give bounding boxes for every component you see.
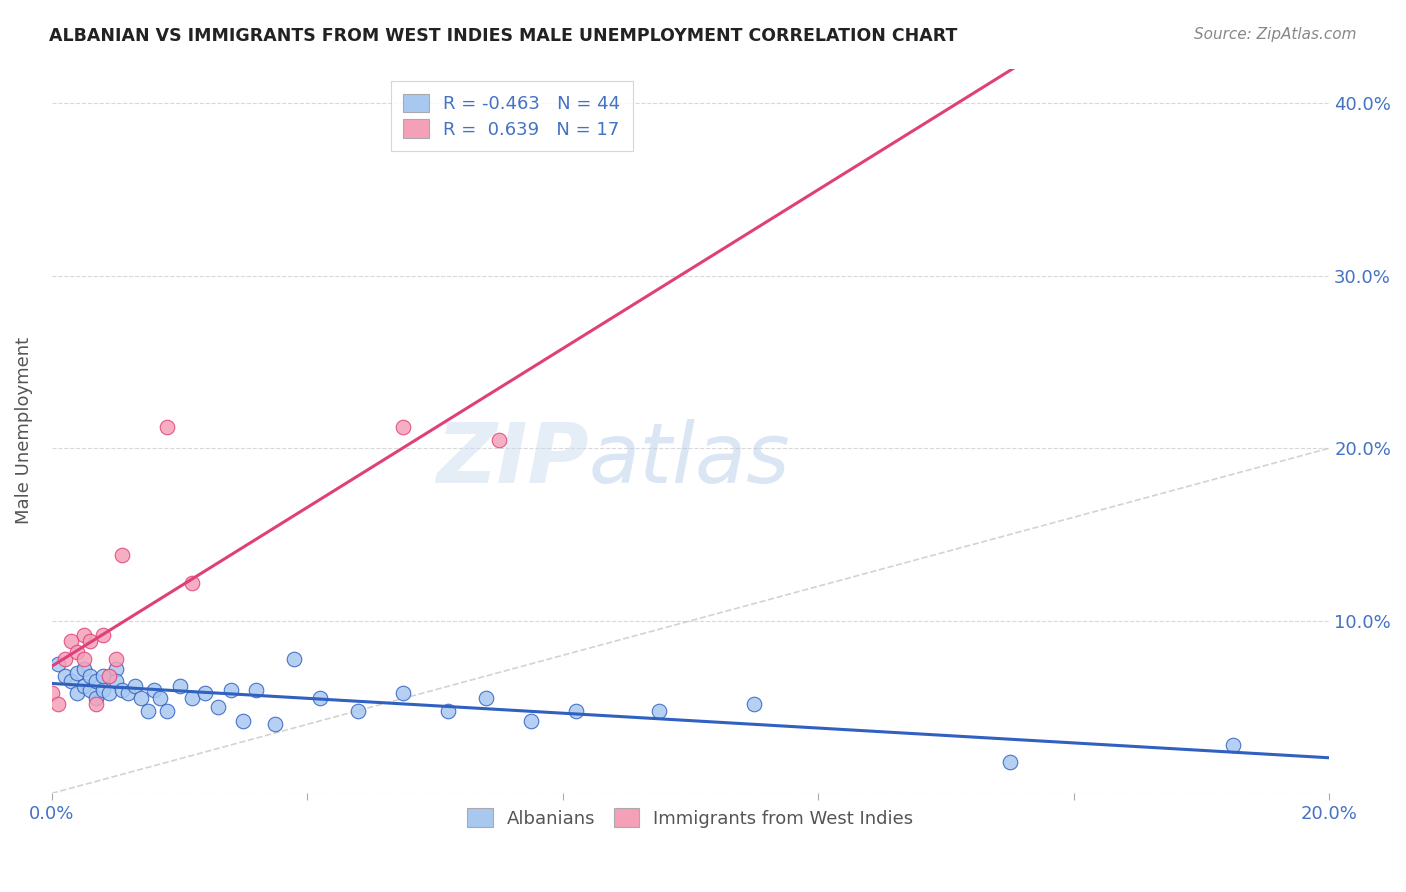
Point bbox=[91, 682, 114, 697]
Point bbox=[79, 682, 101, 697]
Point bbox=[232, 714, 254, 728]
Point bbox=[181, 691, 204, 706]
Point bbox=[194, 686, 217, 700]
Point bbox=[347, 704, 370, 718]
Point bbox=[59, 634, 82, 648]
Point bbox=[436, 704, 458, 718]
Point bbox=[46, 697, 69, 711]
Point bbox=[73, 651, 96, 665]
Legend: Albanians, Immigrants from West Indies: Albanians, Immigrants from West Indies bbox=[460, 801, 921, 835]
Point bbox=[520, 714, 543, 728]
Point bbox=[104, 662, 127, 676]
Point bbox=[86, 674, 108, 689]
Point bbox=[73, 662, 96, 676]
Point bbox=[73, 679, 96, 693]
Point bbox=[169, 679, 191, 693]
Point bbox=[98, 686, 121, 700]
Point bbox=[66, 686, 89, 700]
Point bbox=[53, 669, 76, 683]
Point bbox=[149, 691, 172, 706]
Point bbox=[86, 691, 108, 706]
Point bbox=[998, 756, 1021, 770]
Y-axis label: Male Unemployment: Male Unemployment bbox=[15, 337, 32, 524]
Point bbox=[245, 682, 267, 697]
Point bbox=[142, 682, 165, 697]
Text: ZIP: ZIP bbox=[436, 419, 588, 500]
Text: Source: ZipAtlas.com: Source: ZipAtlas.com bbox=[1194, 27, 1357, 42]
Point bbox=[392, 686, 415, 700]
Point bbox=[53, 651, 76, 665]
Point bbox=[79, 634, 101, 648]
Point bbox=[59, 674, 82, 689]
Point bbox=[111, 682, 134, 697]
Point bbox=[46, 657, 69, 671]
Point bbox=[488, 433, 510, 447]
Point bbox=[129, 691, 152, 706]
Point bbox=[283, 651, 305, 665]
Point bbox=[475, 691, 498, 706]
Point bbox=[392, 420, 415, 434]
Point bbox=[98, 669, 121, 683]
Point bbox=[1222, 738, 1244, 752]
Point bbox=[124, 679, 146, 693]
Point bbox=[117, 686, 139, 700]
Point bbox=[744, 697, 766, 711]
Point bbox=[219, 682, 242, 697]
Point bbox=[264, 717, 287, 731]
Point bbox=[104, 651, 127, 665]
Point bbox=[156, 704, 179, 718]
Point bbox=[66, 645, 89, 659]
Text: ALBANIAN VS IMMIGRANTS FROM WEST INDIES MALE UNEMPLOYMENT CORRELATION CHART: ALBANIAN VS IMMIGRANTS FROM WEST INDIES … bbox=[49, 27, 957, 45]
Point bbox=[66, 665, 89, 680]
Point bbox=[91, 669, 114, 683]
Point bbox=[111, 548, 134, 562]
Text: atlas: atlas bbox=[588, 419, 790, 500]
Point bbox=[104, 674, 127, 689]
Point bbox=[181, 575, 204, 590]
Point bbox=[41, 686, 63, 700]
Point bbox=[136, 704, 159, 718]
Point bbox=[91, 627, 114, 641]
Point bbox=[79, 669, 101, 683]
Point bbox=[647, 704, 669, 718]
Point bbox=[86, 697, 108, 711]
Point bbox=[309, 691, 332, 706]
Point bbox=[156, 420, 179, 434]
Point bbox=[564, 704, 586, 718]
Point bbox=[73, 627, 96, 641]
Point bbox=[207, 700, 229, 714]
